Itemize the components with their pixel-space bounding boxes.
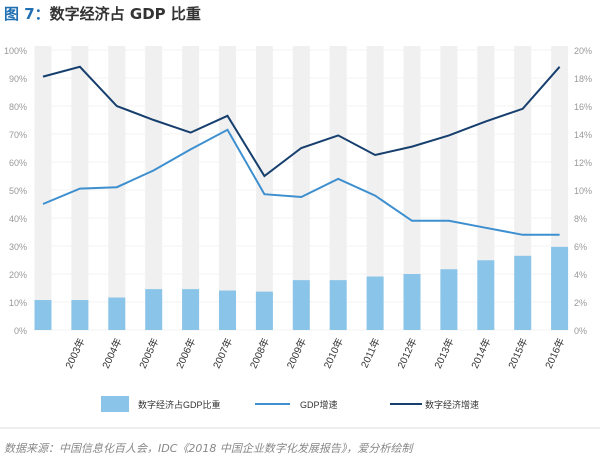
- x-tick-label: 2011年: [358, 336, 383, 370]
- title-text: 数字经济占 GDP 比重: [49, 5, 201, 23]
- x-tick-label: 2003年: [62, 336, 87, 371]
- background-bar: [440, 46, 458, 330]
- x-tick-label: 2005年: [136, 336, 161, 371]
- background-bar: [219, 46, 236, 330]
- right-tick-label: 18%: [574, 74, 592, 84]
- x-tick-label: 2008年: [247, 336, 272, 371]
- figure-number: 图 7：: [4, 5, 50, 23]
- source-note: 数据来源：中国信息化百人会，IDC《2018 中国企业数字化发展报告》，爱分析绘…: [4, 442, 413, 455]
- data-bar: [145, 289, 163, 330]
- left-tick-label: 100%: [4, 46, 27, 56]
- right-tick-label: 14%: [574, 130, 592, 140]
- data-bar: [514, 255, 532, 330]
- data-bar: [329, 280, 347, 330]
- data-bar: [219, 290, 236, 330]
- x-tick-label: 2015年: [505, 336, 530, 371]
- legend-label: GDP增速: [300, 399, 338, 410]
- x-tick-label: 2012年: [394, 336, 419, 371]
- right-tick-label: 2%: [574, 298, 587, 308]
- data-bar: [551, 246, 569, 330]
- data-bar: [477, 260, 495, 330]
- x-tick-label: 2016年: [542, 336, 567, 371]
- x-tick-label: 2010年: [321, 336, 346, 371]
- left-tick-label: 90%: [9, 74, 27, 84]
- data-bar: [71, 300, 89, 330]
- x-tick-label: 2009年: [284, 336, 309, 371]
- chart-title: 图 7：数字经济占 GDP 比重: [4, 3, 201, 24]
- x-tick-label: 2004年: [99, 336, 124, 371]
- data-bar: [255, 291, 273, 330]
- left-tick-label: 20%: [9, 270, 27, 280]
- data-bar: [34, 300, 52, 330]
- right-tick-label: 12%: [574, 158, 592, 168]
- left-tick-label: 30%: [9, 242, 27, 252]
- data-bar: [440, 269, 458, 330]
- right-tick-label: 8%: [574, 214, 587, 224]
- x-tick-label: 2013年: [431, 336, 456, 371]
- background-bar: [329, 46, 347, 330]
- left-tick-label: 10%: [9, 298, 27, 308]
- background-bar: [292, 46, 310, 330]
- data-bar: [403, 274, 421, 330]
- legend-swatch-bar: [101, 396, 129, 412]
- legend-label: 数字经济占GDP比重: [138, 399, 221, 410]
- background-bar: [255, 46, 273, 330]
- left-tick-label: 40%: [9, 214, 27, 224]
- left-tick-label: 0%: [14, 326, 27, 336]
- left-tick-label: 70%: [9, 130, 27, 140]
- background-bar: [403, 46, 421, 330]
- right-tick-label: 16%: [574, 102, 592, 112]
- data-bar: [292, 280, 310, 330]
- background-bar: [182, 46, 200, 330]
- left-tick-label: 60%: [9, 158, 27, 168]
- left-tick-label: 80%: [9, 102, 27, 112]
- data-bar: [108, 297, 126, 330]
- x-tick-label: 2006年: [173, 336, 198, 371]
- background-bar: [366, 46, 384, 330]
- right-tick-label: 4%: [574, 270, 587, 280]
- right-tick-label: 6%: [574, 242, 587, 252]
- data-bar: [182, 289, 200, 330]
- background-bar: [34, 46, 52, 330]
- data-bar: [366, 276, 384, 330]
- background-bar: [145, 46, 163, 330]
- x-tick-label: 2014年: [468, 336, 493, 371]
- legend-label: 数字经济增速: [425, 399, 479, 410]
- left-tick-label: 50%: [9, 186, 27, 196]
- right-tick-label: 20%: [574, 46, 592, 56]
- right-tick-label: 10%: [574, 186, 592, 196]
- background-bar: [477, 46, 495, 330]
- right-tick-label: 0%: [574, 326, 587, 336]
- x-tick-label: 2007年: [210, 336, 235, 371]
